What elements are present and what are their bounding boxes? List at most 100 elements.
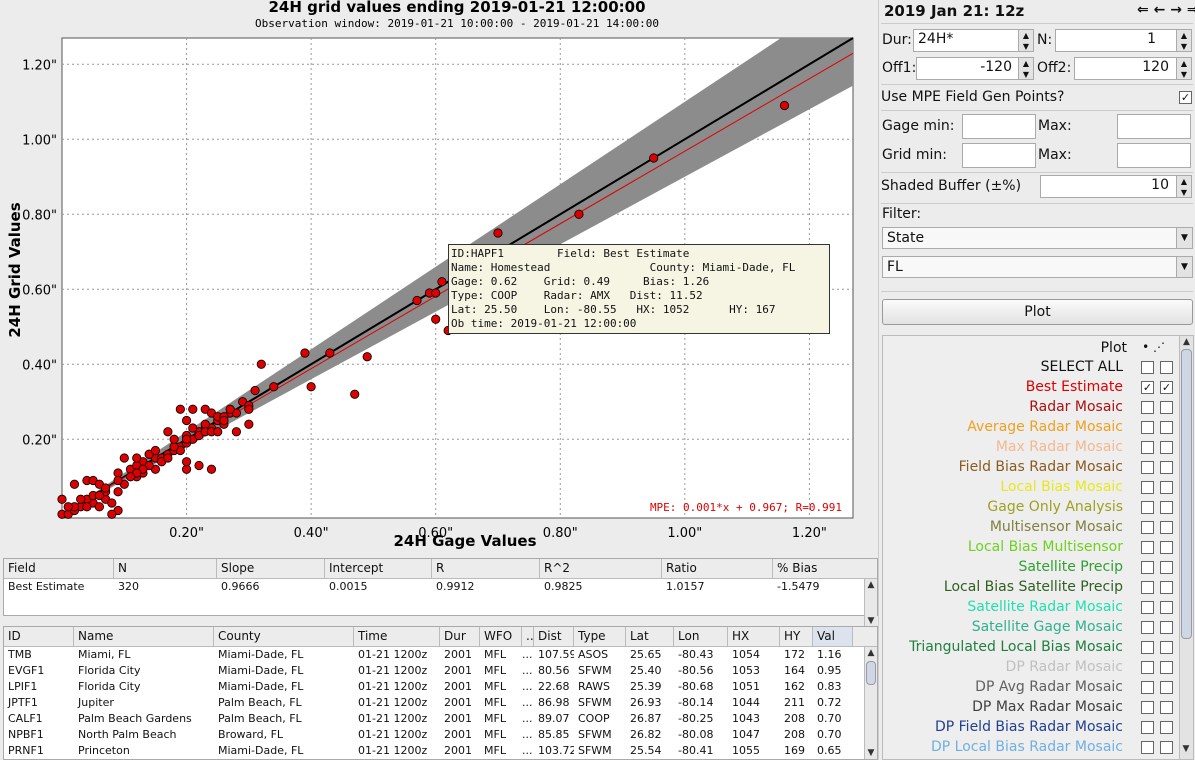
- plot-checkbox[interactable]: [1141, 401, 1154, 414]
- data-point[interactable]: [188, 423, 198, 433]
- data-point[interactable]: [169, 434, 179, 444]
- column-header[interactable]: Intercept: [325, 559, 432, 578]
- point-checkbox[interactable]: [1160, 441, 1173, 454]
- point-checkbox[interactable]: [1160, 521, 1173, 534]
- point-checkbox[interactable]: [1160, 621, 1173, 634]
- plot-checkbox[interactable]: ✓: [1141, 381, 1154, 394]
- column-header[interactable]: WFO: [480, 627, 522, 646]
- column-header[interactable]: Ratio: [662, 559, 773, 578]
- data-point[interactable]: [350, 389, 360, 399]
- table-row[interactable]: JPTF1 Jupiter Palm Beach, FL 01-21 1200z 200…: [4, 695, 877, 711]
- data-point[interactable]: [250, 385, 260, 396]
- table-row[interactable]: NPBF1 North Palm Beach Broward, FL 01-21 12…: [4, 727, 877, 743]
- point-checkbox[interactable]: ✓: [1160, 381, 1173, 394]
- data-point[interactable]: [119, 453, 129, 463]
- time-nav-arrows[interactable]: ⇐ ← → ⇒: [1137, 2, 1195, 18]
- data-point[interactable]: [244, 404, 254, 414]
- plot-checkbox[interactable]: [1141, 741, 1154, 754]
- dur-spinner[interactable]: ▲ ▼: [1018, 29, 1034, 52]
- field-item[interactable]: DP Radar Mosaic: [883, 658, 1173, 678]
- data-point[interactable]: [107, 509, 117, 519]
- data-point[interactable]: [493, 228, 503, 238]
- field-item[interactable]: DP Max Radar Mosaic: [883, 698, 1173, 718]
- scroll-up-icon[interactable]: ▲: [867, 580, 875, 590]
- field-item[interactable]: Multisensor Mosaic: [883, 518, 1173, 538]
- data-point[interactable]: [574, 209, 584, 219]
- data-point[interactable]: [181, 457, 192, 467]
- point-checkbox[interactable]: [1160, 401, 1173, 414]
- column-header[interactable]: Dur: [440, 627, 480, 646]
- data-point[interactable]: [306, 382, 316, 392]
- table-row[interactable]: TMB Miami, FL Miami-Dade, FL 01-21 1200z 200…: [4, 647, 877, 663]
- data-point[interactable]: [150, 445, 161, 456]
- column-header[interactable]: Slope: [217, 559, 325, 578]
- point-checkbox[interactable]: [1160, 641, 1173, 654]
- point-checkbox[interactable]: [1160, 481, 1173, 494]
- data-point[interactable]: [431, 314, 441, 324]
- column-header[interactable]: Time: [354, 627, 440, 646]
- field-item[interactable]: Local Bias Multisensor: [883, 538, 1173, 558]
- column-header[interactable]: Type: [574, 627, 626, 646]
- point-checkbox[interactable]: [1160, 681, 1173, 694]
- field-item[interactable]: Local Bias Satellite Precip: [883, 578, 1173, 598]
- off2-spinner[interactable]: ▲ ▼: [1176, 57, 1192, 80]
- column-header[interactable]: HX: [728, 627, 780, 646]
- plot-checkbox[interactable]: [1141, 361, 1154, 374]
- data-point[interactable]: [163, 427, 173, 437]
- field-item[interactable]: Local Bias Mosaic: [883, 478, 1173, 498]
- plot-checkbox[interactable]: [1141, 621, 1154, 634]
- dur-field[interactable]: 24H*: [913, 29, 1023, 52]
- table-row[interactable]: CALF1 Palm Beach Gardens Palm Beach, FL 01-…: [4, 711, 877, 727]
- data-point[interactable]: [412, 295, 422, 306]
- plot-button[interactable]: Plot: [882, 299, 1193, 325]
- scroll-up-icon[interactable]: ▲: [1183, 337, 1190, 347]
- column-header[interactable]: Name: [74, 627, 214, 646]
- scroll-down-icon[interactable]: ▼: [867, 616, 875, 626]
- table-row[interactable]: PRNF1 Princeton Miami-Dade, FL 01-21 1200z 2…: [4, 743, 877, 759]
- column-header[interactable]: R^2: [540, 559, 662, 578]
- column-header[interactable]: Field: [4, 559, 114, 578]
- data-point[interactable]: [206, 464, 217, 474]
- data-point[interactable]: [194, 460, 204, 471]
- data-point[interactable]: [100, 483, 111, 493]
- point-checkbox[interactable]: [1160, 661, 1173, 674]
- plot-checkbox[interactable]: [1141, 441, 1154, 454]
- data-point[interactable]: [244, 419, 254, 429]
- data-point[interactable]: [779, 100, 790, 111]
- point-checkbox[interactable]: [1160, 501, 1173, 514]
- n-field[interactable]: 1: [1055, 29, 1177, 52]
- field-item[interactable]: Radar Mosaic: [883, 398, 1173, 418]
- data-point[interactable]: [132, 453, 142, 463]
- plot-checkbox[interactable]: [1141, 461, 1154, 474]
- data-point[interactable]: [175, 404, 185, 414]
- scroll-thumb[interactable]: [866, 661, 876, 685]
- data-point[interactable]: [57, 494, 67, 504]
- grid-max-field[interactable]: [1117, 143, 1191, 168]
- plot-checkbox[interactable]: [1141, 521, 1154, 534]
- column-header[interactable]: N: [114, 559, 217, 578]
- data-point[interactable]: [125, 472, 136, 482]
- data-point[interactable]: [107, 498, 117, 508]
- column-header[interactable]: R: [432, 559, 540, 578]
- field-list-scrollbar[interactable]: ▲ ▼: [1179, 336, 1193, 759]
- scroll-down-icon[interactable]: ▼: [1182, 744, 1190, 754]
- plot-checkbox[interactable]: [1141, 601, 1154, 614]
- plot-checkbox[interactable]: [1141, 481, 1154, 494]
- off2-field[interactable]: 120: [1074, 57, 1178, 80]
- data-point[interactable]: [649, 153, 659, 163]
- column-header[interactable]: Val: [813, 627, 853, 646]
- data-point[interactable]: [163, 453, 173, 463]
- point-checkbox[interactable]: [1160, 421, 1173, 434]
- field-item[interactable]: DP Avg Radar Mosaic: [883, 678, 1173, 698]
- field-item[interactable]: Average Radar Mosaic: [883, 418, 1173, 438]
- plot-checkbox[interactable]: [1141, 641, 1154, 654]
- field-item[interactable]: Field Bias Radar Mosaic: [883, 458, 1173, 478]
- field-item[interactable]: Satellite Precip: [883, 558, 1173, 578]
- field-item[interactable]: DP Local Bias Radar Mosaic: [883, 738, 1173, 758]
- point-checkbox[interactable]: [1160, 561, 1173, 574]
- plot-checkbox[interactable]: [1141, 701, 1154, 714]
- data-point[interactable]: [231, 427, 241, 437]
- data-point[interactable]: [181, 434, 192, 444]
- field-item[interactable]: Gage Only Analysis: [883, 498, 1173, 518]
- field-item[interactable]: Best Estimate ✓ ✓: [883, 378, 1173, 398]
